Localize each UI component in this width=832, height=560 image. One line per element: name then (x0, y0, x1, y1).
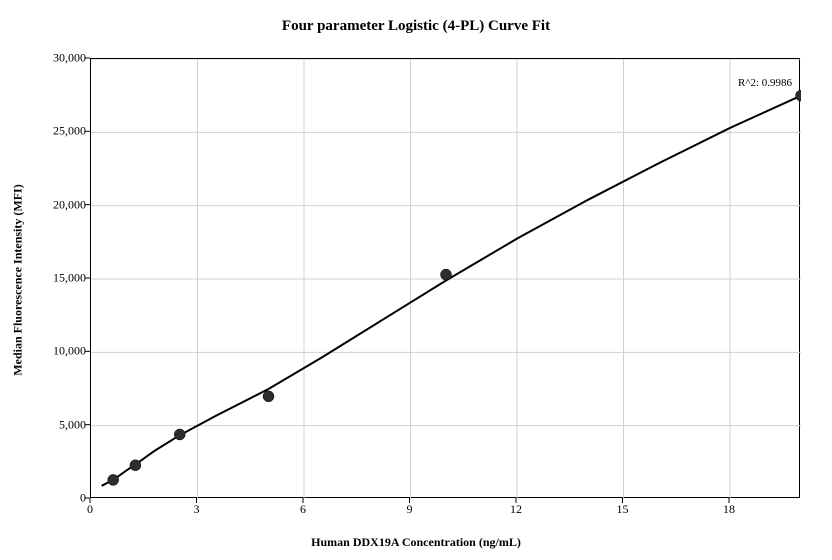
x-tick-label: 18 (723, 502, 735, 517)
chart-title: Four parameter Logistic (4-PL) Curve Fit (282, 18, 550, 35)
y-tick-label: 30,000 (53, 51, 86, 66)
x-tick-label: 9 (407, 502, 413, 517)
y-tick-label: 20,000 (53, 197, 86, 212)
x-tick-label: 15 (617, 502, 629, 517)
y-tick-label: 5,000 (59, 417, 86, 432)
y-axis-label: Median Fluorescence Intensity (MFI) (11, 184, 26, 375)
data-point (796, 90, 802, 101)
x-tick-label: 0 (87, 502, 93, 517)
plot-area (90, 58, 800, 498)
x-tick-label: 6 (300, 502, 306, 517)
data-point (441, 269, 452, 280)
y-tick-label: 25,000 (53, 124, 86, 139)
y-tick-label: 10,000 (53, 344, 86, 359)
r-squared-label: R^2: 0.9986 (738, 77, 792, 89)
x-tick-label: 3 (194, 502, 200, 517)
y-tick-label: 0 (80, 491, 86, 506)
y-tick-label: 15,000 (53, 271, 86, 286)
data-point (263, 391, 274, 402)
data-point (130, 460, 141, 471)
fitted-curve (102, 96, 801, 486)
x-tick-label: 12 (510, 502, 522, 517)
plot-svg (91, 59, 801, 499)
data-point (108, 474, 119, 485)
x-axis-label: Human DDX19A Concentration (ng/mL) (311, 535, 521, 550)
data-point (174, 429, 185, 440)
chart-container: Four parameter Logistic (4-PL) Curve Fit… (0, 0, 832, 560)
